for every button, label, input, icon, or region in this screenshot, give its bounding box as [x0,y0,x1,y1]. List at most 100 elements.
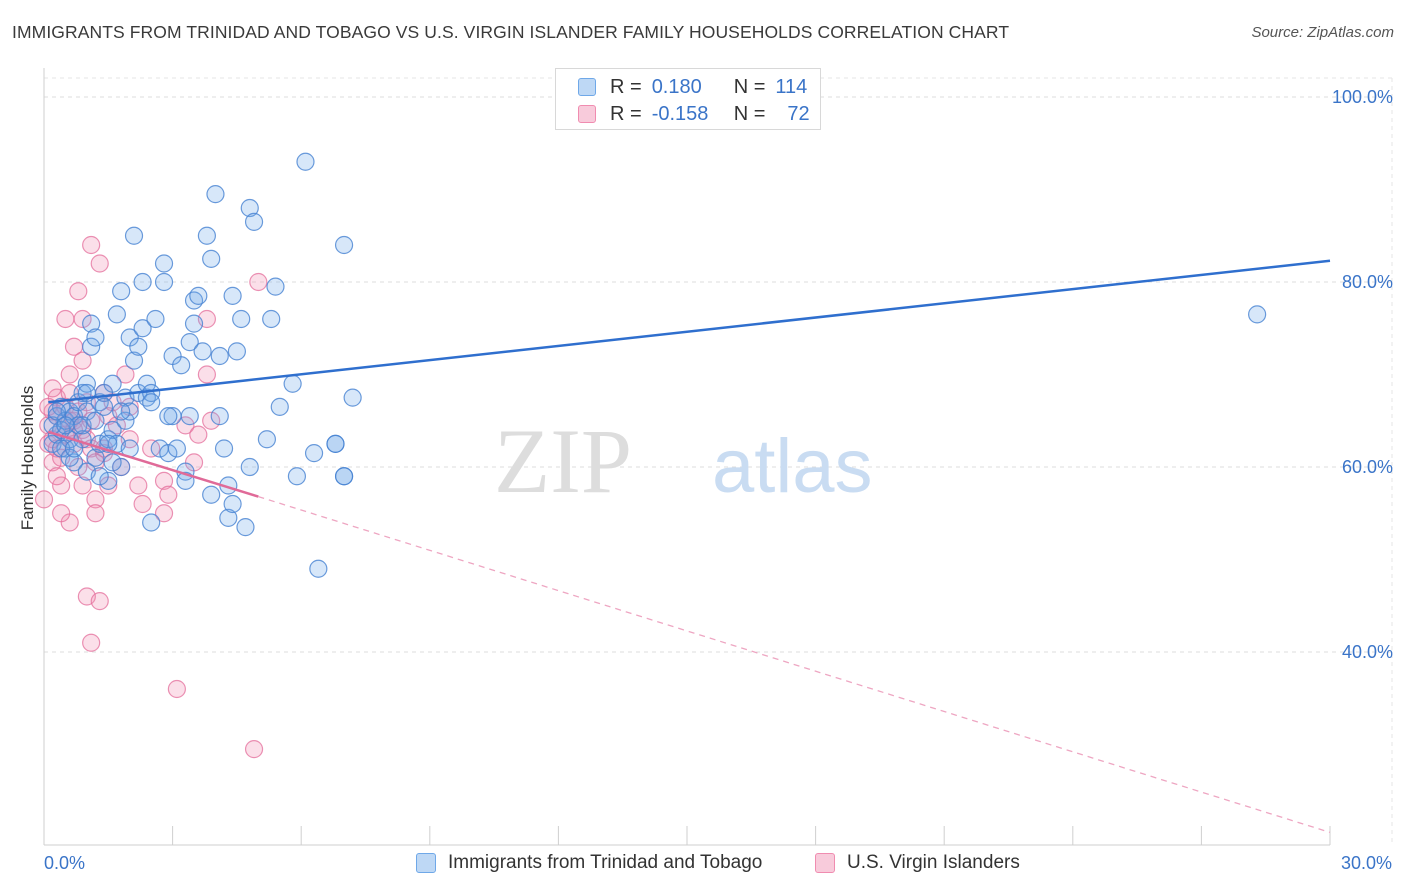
data-point [103,374,122,393]
data-point [180,333,199,352]
data-point [244,740,264,759]
data-point [124,351,144,370]
data-point [47,467,66,486]
data-point [146,309,165,329]
data-point [116,411,135,430]
data-point [69,282,88,301]
trend-line-virgin [47,430,259,498]
data-point [103,420,122,440]
data-point [210,346,229,366]
data-point [262,309,281,329]
legend-item-trinidad: Immigrants from Trinidad and Tobago [416,852,762,874]
data-point [309,559,328,578]
data-point [142,393,161,412]
n-label: N = [733,102,766,125]
data-point [52,476,71,495]
legend-label: Immigrants from Trinidad and Tobago [448,852,763,873]
data-point [112,402,131,421]
data-point [86,411,105,430]
data-point [167,439,186,458]
data-point [296,152,315,171]
data-point [99,471,118,490]
trend-lines [47,259,1331,833]
legend-swatch-blue [416,853,436,873]
data-point [52,504,71,523]
data-point [56,309,75,329]
y-tick-labels: 40.0% 60.0% 80.0% 100.0% [1332,87,1393,662]
data-point [240,198,259,218]
data-point [77,374,96,393]
data-point [334,467,354,486]
data-point [47,402,66,421]
data-point [184,314,204,333]
y-tick-label: 60.0% [1342,457,1393,477]
data-point [159,407,178,426]
data-point [180,407,199,426]
x-min-label: 0.0% [44,853,86,873]
data-point [90,254,109,273]
data-point [202,485,221,504]
data-point [167,679,186,699]
data-point [159,485,178,504]
data-point [202,249,221,268]
data-point [73,476,92,495]
data-point [249,272,268,292]
data-point [334,235,354,255]
data-point [236,518,255,537]
data-point [244,212,264,231]
n-value: 72 [787,102,810,125]
data-point [159,444,178,463]
legend-label: U.S. Virgin Islanders [847,852,1020,873]
watermark: ZIP atlas [494,410,873,512]
data-point [103,453,122,472]
data-point [270,397,289,416]
data-point [112,282,131,301]
data-point [60,365,79,384]
data-point [107,305,126,324]
data-point [154,254,174,273]
series-trinidad-tobago [43,152,1267,578]
y-tick-label: 100.0% [1332,87,1393,107]
data-point [326,434,345,453]
data-point [223,494,242,514]
axes [43,68,1331,846]
legend-row-trinidad: R = 0.180 N = 114 [578,75,807,99]
data-point [219,508,238,527]
series-legend: Immigrants from Trinidad and Tobago U.S.… [0,852,1406,878]
data-point [43,379,62,398]
legend-swatch-blue [578,78,596,96]
data-point [154,272,174,292]
data-point [73,309,92,329]
y-tick-label: 40.0% [1342,642,1393,662]
trend-line-trinidad [48,259,1331,404]
data-point [90,592,109,611]
x-max-label: 30.0% [1340,853,1392,873]
data-point [90,467,109,486]
data-point [73,351,92,370]
data-point [142,513,161,532]
data-point [116,365,135,384]
data-point [124,226,144,245]
data-point [232,309,251,329]
data-point [69,416,88,435]
r-value: 0.180 [651,75,702,98]
correlation-legend: R = 0.180 N = 114 R = -0.158 N = 72 [555,68,821,130]
legend-row-virgin: R = -0.158 N = 72 [578,102,810,126]
data-point [112,457,131,477]
r-label: R = [610,75,642,98]
data-point [266,277,285,296]
data-point [86,490,105,509]
data-point [133,272,152,292]
data-point [227,342,246,361]
data-point [283,374,302,393]
legend-item-virgin: U.S. Virgin Islanders [815,852,1020,874]
legend-swatch-pink [815,853,835,873]
data-point [223,286,242,305]
data-point [129,337,148,356]
data-point [206,185,225,204]
data-point [240,457,259,477]
data-point [172,356,191,375]
data-point [82,337,101,356]
data-point [193,342,212,361]
